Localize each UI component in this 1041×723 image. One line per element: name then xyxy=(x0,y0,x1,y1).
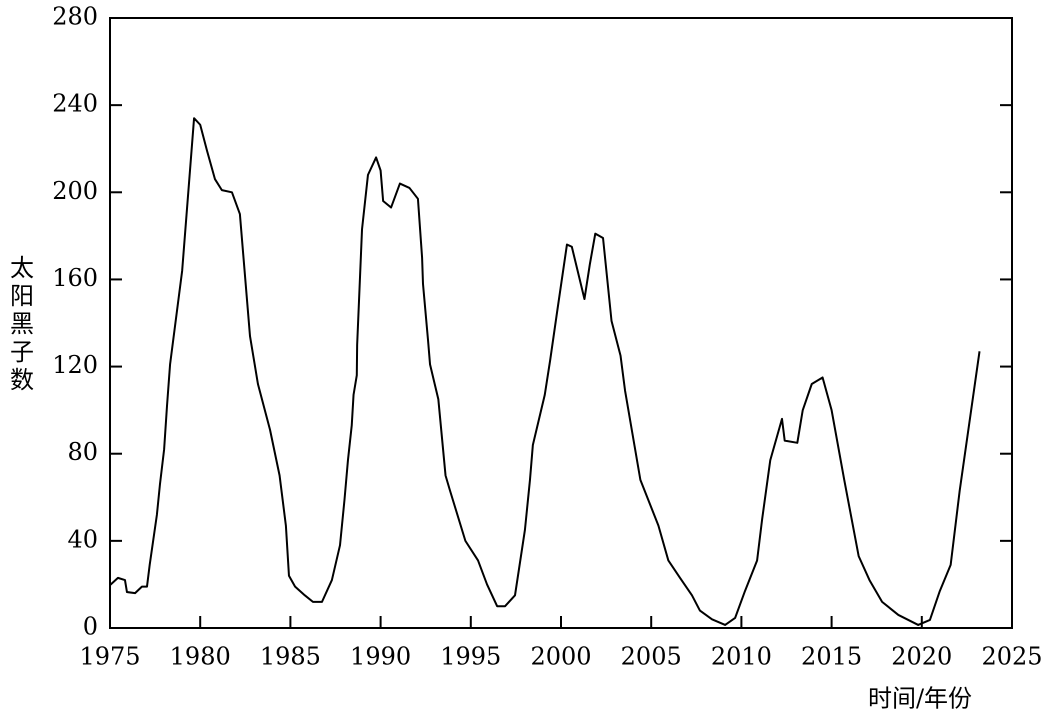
plot-frame xyxy=(109,17,1013,629)
y-tick-label: 120 xyxy=(52,351,98,379)
x-tick-label: 1990 xyxy=(350,643,411,671)
x-tick-label: 2015 xyxy=(801,643,862,671)
y-tick-label: 160 xyxy=(52,264,98,292)
x-tick-label: 2000 xyxy=(530,643,591,671)
y-tick-label: 40 xyxy=(67,525,98,553)
y-tick-label: 200 xyxy=(52,177,98,205)
x-tick-label: 1995 xyxy=(440,643,501,671)
data-line xyxy=(109,117,981,626)
x-tick-label: 1985 xyxy=(260,643,321,671)
y-tick-label: 280 xyxy=(52,3,98,31)
x-tick-label: 1980 xyxy=(170,643,231,671)
x-tick-label: 2020 xyxy=(891,643,952,671)
y-tick-label: 80 xyxy=(67,438,98,466)
x-tick-label: 2025 xyxy=(981,643,1041,671)
x-tick-label: 1975 xyxy=(79,643,140,671)
y-tick-label: 0 xyxy=(83,613,98,641)
x-tick-label: 2010 xyxy=(711,643,772,671)
y-tick-label: 240 xyxy=(52,90,98,118)
y-axis-label: 太阳黑子数 xyxy=(6,255,34,395)
x-tick-label: 2005 xyxy=(621,643,682,671)
x-axis-label: 时间/年份 xyxy=(868,685,972,713)
